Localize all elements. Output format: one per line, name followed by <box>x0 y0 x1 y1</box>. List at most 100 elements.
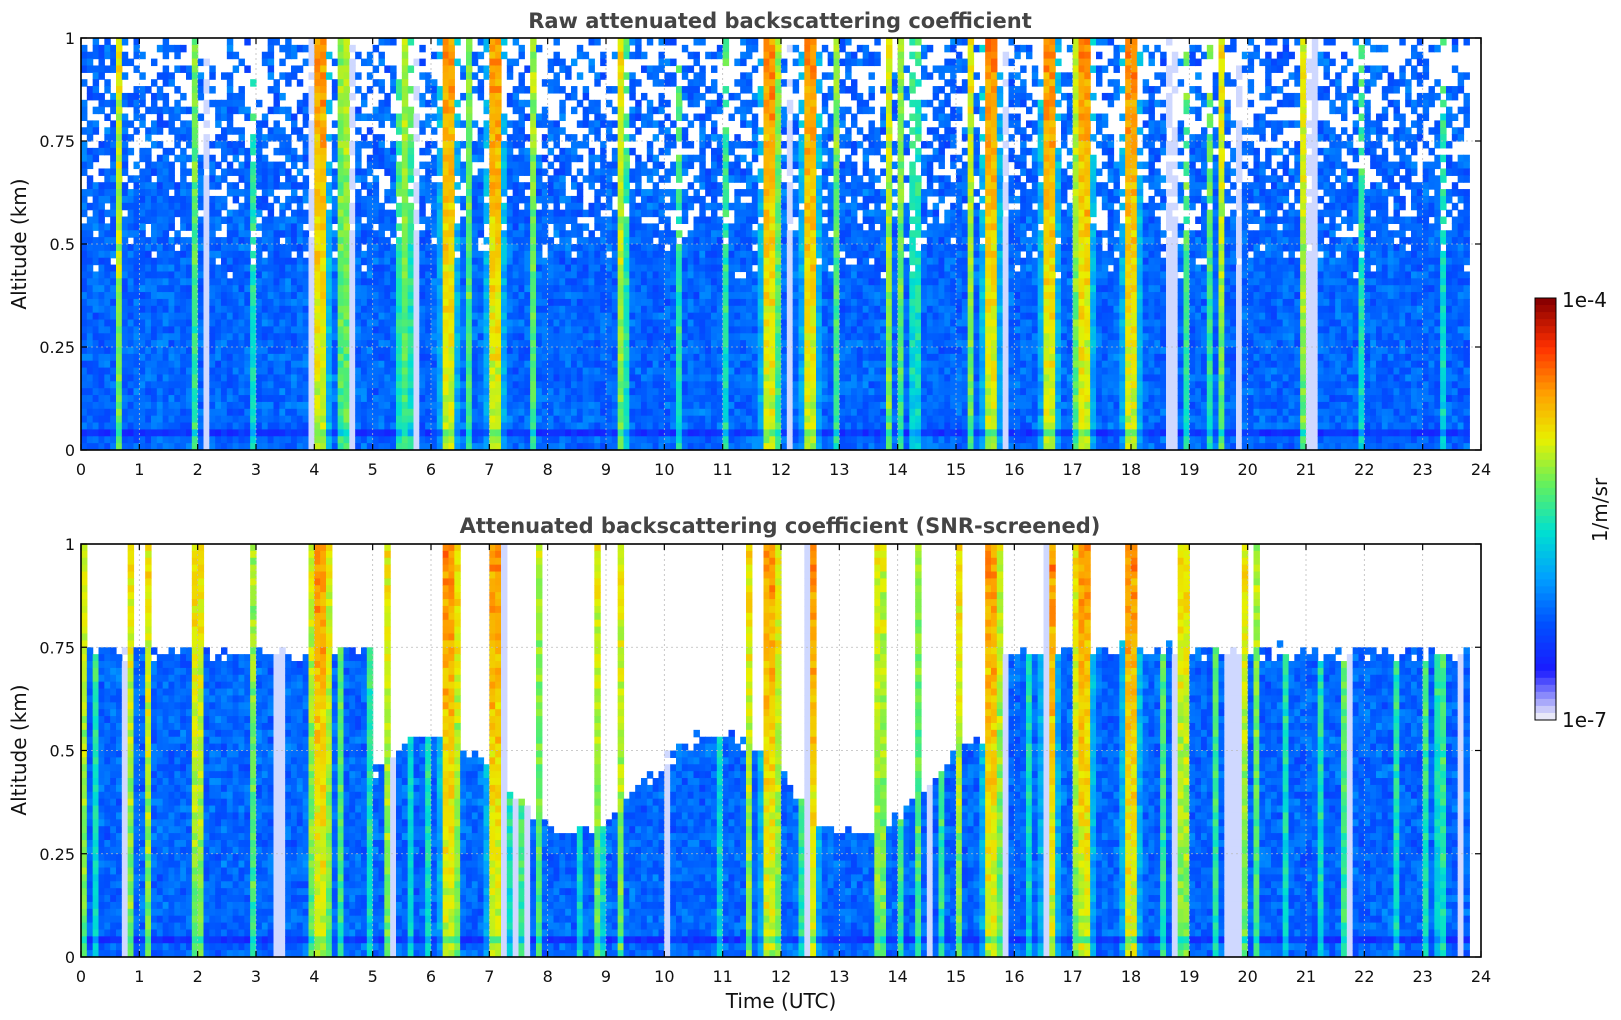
heatmap-cell <box>162 319 170 327</box>
heatmap-cell <box>518 271 525 279</box>
heatmap-cell <box>652 134 660 142</box>
heatmap-cell <box>401 443 409 450</box>
heatmap-cell <box>191 65 199 73</box>
heatmap-cell <box>156 408 164 417</box>
heatmap-cell <box>571 333 578 341</box>
heatmap-cell <box>646 223 654 231</box>
heatmap-cell <box>582 388 590 396</box>
heatmap-cell <box>390 429 397 437</box>
heatmap-cell <box>582 285 590 293</box>
heatmap-cell <box>81 312 88 321</box>
heatmap-cell <box>314 141 321 149</box>
heatmap-cell <box>460 168 467 176</box>
heatmap-cell <box>296 216 304 224</box>
heatmap-cell <box>594 429 601 437</box>
heatmap-cell <box>629 408 636 417</box>
heatmap-cell <box>565 374 572 382</box>
heatmap-cell <box>355 278 362 286</box>
heatmap-cell <box>250 264 257 273</box>
heatmap-cell <box>413 250 420 259</box>
heatmap-cell <box>285 147 292 156</box>
heatmap-cell <box>547 374 555 382</box>
heatmap-cell <box>81 340 88 348</box>
heatmap-cell <box>658 195 665 204</box>
heatmap-cell <box>296 305 304 314</box>
heatmap-cell <box>466 395 473 403</box>
heatmap-cell <box>547 134 555 142</box>
heatmap-cell <box>629 175 636 183</box>
heatmap-cell <box>250 326 257 334</box>
heatmap-cell <box>174 443 181 450</box>
heatmap-cell <box>582 134 590 142</box>
heatmap-cell <box>407 381 415 389</box>
heatmap-cell <box>611 408 619 417</box>
heatmap-cell <box>576 72 584 80</box>
heatmap-cell <box>285 395 292 403</box>
heatmap-cell <box>401 79 409 87</box>
heatmap-cell <box>541 360 549 369</box>
heatmap-cell <box>396 429 403 437</box>
heatmap-cell <box>495 429 502 437</box>
heatmap-cell <box>506 436 514 444</box>
heatmap-cell <box>419 415 426 424</box>
heatmap-cell <box>256 147 263 156</box>
heatmap-cell <box>565 92 572 101</box>
heatmap-cell <box>250 422 257 430</box>
heatmap-cell <box>331 237 339 245</box>
heatmap-cell <box>98 230 105 238</box>
heatmap-cell <box>419 312 426 321</box>
heatmap-cell <box>331 195 339 204</box>
heatmap-cell <box>308 127 315 135</box>
heatmap-cell <box>162 298 170 307</box>
heatmap-cell <box>279 333 286 341</box>
heatmap-cell <box>355 195 362 204</box>
heatmap-cell <box>180 154 187 163</box>
heatmap-cell <box>139 298 146 307</box>
heatmap-cell <box>436 285 444 293</box>
heatmap-cell <box>547 298 555 307</box>
heatmap-cell <box>629 113 636 121</box>
heatmap-cell <box>606 237 613 245</box>
heatmap-cell <box>495 72 502 80</box>
heatmap-cell <box>221 72 228 80</box>
heatmap-cell <box>501 374 508 382</box>
heatmap-cell <box>232 388 240 396</box>
heatmap-cell <box>261 353 269 362</box>
heatmap-cell <box>156 340 164 348</box>
heatmap-cell <box>110 292 117 300</box>
heatmap-cell <box>629 195 636 204</box>
heatmap-cell <box>331 264 339 273</box>
heatmap-cell <box>226 422 234 430</box>
heatmap-cell <box>401 44 409 53</box>
heatmap-cell <box>221 312 228 321</box>
heatmap-cell <box>366 319 374 327</box>
heatmap-cell <box>506 326 514 334</box>
heatmap-cell <box>658 175 665 183</box>
heatmap-cell <box>191 99 199 108</box>
heatmap-cell <box>501 264 508 273</box>
heatmap-cell <box>197 347 205 355</box>
heatmap-cell <box>390 230 397 238</box>
heatmap-cell <box>565 271 572 279</box>
heatmap-cell <box>226 189 234 197</box>
heatmap-cell <box>285 312 292 321</box>
heatmap-cell <box>454 292 461 300</box>
heatmap-cell <box>308 367 315 376</box>
heatmap-cell <box>314 38 321 46</box>
heatmap-cell <box>291 209 298 218</box>
heatmap-cell <box>489 305 496 314</box>
heatmap-cell <box>600 360 607 369</box>
heatmap-cell <box>191 285 199 293</box>
heatmap-cell <box>104 51 111 60</box>
heatmap-cell <box>524 429 531 437</box>
heatmap-cell <box>320 285 327 293</box>
heatmap-cell <box>250 443 257 450</box>
heatmap-cell <box>209 257 216 266</box>
heatmap-cell <box>372 326 380 334</box>
heatmap-cell <box>250 189 257 197</box>
heatmap-cell <box>541 209 549 218</box>
heatmap-cell <box>629 333 636 341</box>
heatmap-cell <box>530 401 537 410</box>
heatmap-cell <box>489 312 496 321</box>
heatmap-cell <box>162 65 170 73</box>
